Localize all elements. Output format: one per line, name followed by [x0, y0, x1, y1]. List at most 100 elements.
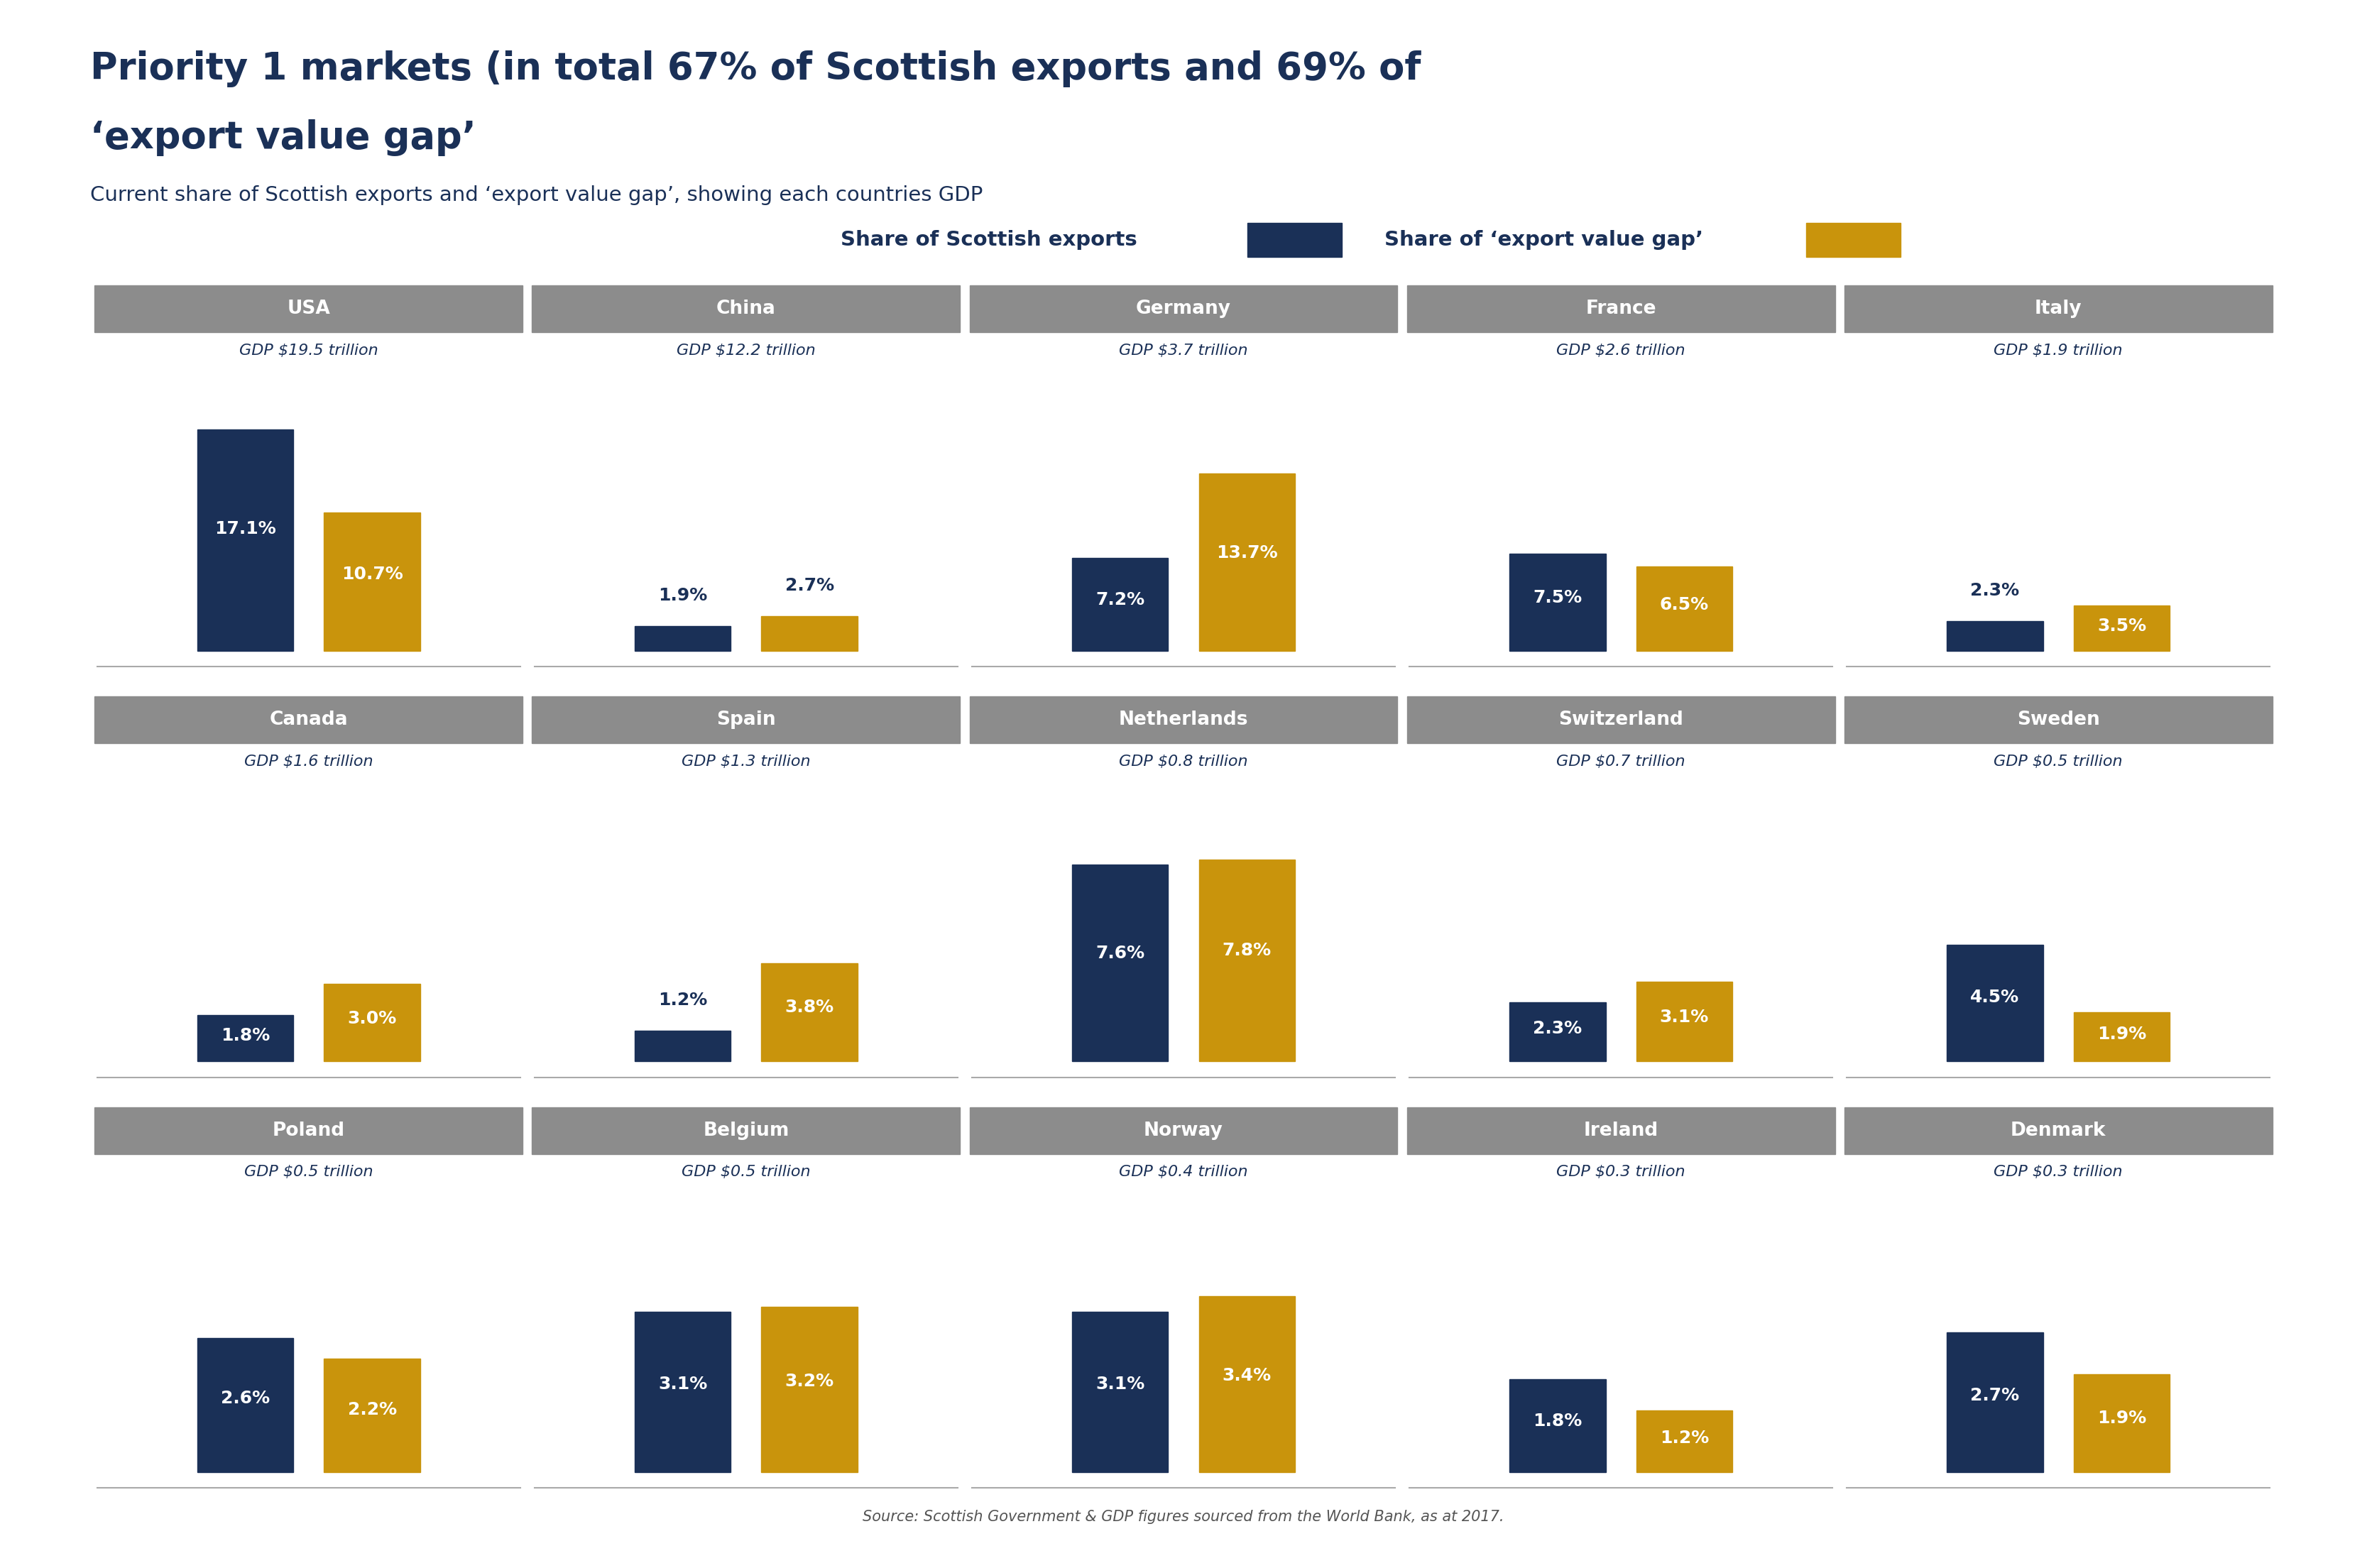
- Text: Canada: Canada: [270, 710, 348, 729]
- FancyBboxPatch shape: [1406, 696, 1834, 743]
- FancyBboxPatch shape: [634, 626, 731, 651]
- Text: 3.2%: 3.2%: [786, 1372, 833, 1389]
- FancyBboxPatch shape: [634, 1312, 731, 1472]
- Text: China: China: [717, 299, 776, 318]
- FancyBboxPatch shape: [196, 430, 294, 651]
- Text: 3.5%: 3.5%: [2097, 618, 2147, 635]
- FancyBboxPatch shape: [1198, 859, 1295, 1062]
- FancyBboxPatch shape: [1510, 554, 1605, 651]
- Text: GDP $19.5 trillion: GDP $19.5 trillion: [239, 343, 379, 358]
- FancyBboxPatch shape: [1510, 1002, 1605, 1062]
- FancyBboxPatch shape: [324, 985, 421, 1062]
- Text: GDP $1.3 trillion: GDP $1.3 trillion: [682, 754, 810, 768]
- Text: 3.0%: 3.0%: [348, 1010, 398, 1027]
- FancyBboxPatch shape: [324, 1358, 421, 1472]
- FancyBboxPatch shape: [95, 696, 523, 743]
- Text: GDP $2.6 trillion: GDP $2.6 trillion: [1557, 343, 1685, 358]
- FancyBboxPatch shape: [533, 1107, 961, 1154]
- FancyBboxPatch shape: [1636, 566, 1733, 651]
- Text: 7.2%: 7.2%: [1096, 591, 1146, 608]
- FancyBboxPatch shape: [1198, 1297, 1295, 1472]
- Text: 10.7%: 10.7%: [341, 566, 402, 583]
- Text: Belgium: Belgium: [703, 1121, 788, 1140]
- Text: GDP $0.7 trillion: GDP $0.7 trillion: [1557, 754, 1685, 768]
- Text: 7.6%: 7.6%: [1096, 946, 1146, 961]
- Text: Sweden: Sweden: [2017, 710, 2100, 729]
- Text: Norway: Norway: [1143, 1121, 1224, 1140]
- FancyBboxPatch shape: [95, 1107, 523, 1154]
- Text: 1.9%: 1.9%: [658, 586, 708, 604]
- Text: 17.1%: 17.1%: [215, 521, 277, 538]
- FancyBboxPatch shape: [762, 963, 857, 1062]
- Text: 3.1%: 3.1%: [1659, 1008, 1709, 1025]
- Text: 1.9%: 1.9%: [2097, 1025, 2147, 1043]
- FancyBboxPatch shape: [1636, 982, 1733, 1062]
- Text: 1.8%: 1.8%: [220, 1027, 270, 1044]
- FancyBboxPatch shape: [2073, 605, 2171, 651]
- FancyBboxPatch shape: [1072, 866, 1169, 1062]
- FancyBboxPatch shape: [1636, 1410, 1733, 1472]
- Text: 1.2%: 1.2%: [1659, 1430, 1709, 1447]
- Text: 2.7%: 2.7%: [1969, 1388, 2019, 1403]
- FancyBboxPatch shape: [1806, 223, 1901, 257]
- Text: GDP $0.3 trillion: GDP $0.3 trillion: [1993, 1165, 2123, 1179]
- Text: Source: Scottish Government & GDP figures sourced from the World Bank, as at 201: Source: Scottish Government & GDP figure…: [864, 1510, 1503, 1524]
- Text: Share of Scottish exports: Share of Scottish exports: [840, 230, 1136, 249]
- Text: Ireland: Ireland: [1584, 1121, 1659, 1140]
- FancyBboxPatch shape: [2073, 1374, 2171, 1472]
- FancyBboxPatch shape: [2073, 1013, 2171, 1062]
- FancyBboxPatch shape: [1844, 285, 2272, 332]
- FancyBboxPatch shape: [533, 696, 961, 743]
- Text: 2.3%: 2.3%: [1534, 1021, 1581, 1038]
- FancyBboxPatch shape: [970, 696, 1397, 743]
- Text: Switzerland: Switzerland: [1557, 710, 1683, 729]
- Text: 3.1%: 3.1%: [1096, 1375, 1146, 1392]
- FancyBboxPatch shape: [1406, 285, 1834, 332]
- FancyBboxPatch shape: [1844, 1107, 2272, 1154]
- Text: 1.8%: 1.8%: [1534, 1413, 1581, 1430]
- Text: GDP $1.9 trillion: GDP $1.9 trillion: [1993, 343, 2123, 358]
- Text: 3.4%: 3.4%: [1221, 1367, 1271, 1385]
- FancyBboxPatch shape: [762, 1306, 857, 1472]
- Text: 1.9%: 1.9%: [2097, 1410, 2147, 1427]
- Text: ‘export value gap’: ‘export value gap’: [90, 119, 476, 157]
- Text: GDP $12.2 trillion: GDP $12.2 trillion: [677, 343, 817, 358]
- Text: 2.3%: 2.3%: [1969, 582, 2019, 599]
- FancyBboxPatch shape: [196, 1014, 294, 1062]
- Text: USA: USA: [286, 299, 331, 318]
- Text: GDP $0.5 trillion: GDP $0.5 trillion: [1993, 754, 2123, 768]
- Text: 1.2%: 1.2%: [658, 991, 708, 1008]
- FancyBboxPatch shape: [1844, 696, 2272, 743]
- FancyBboxPatch shape: [1198, 474, 1295, 651]
- Text: 3.1%: 3.1%: [658, 1375, 708, 1392]
- Text: Netherlands: Netherlands: [1120, 710, 1247, 729]
- FancyBboxPatch shape: [1946, 621, 2043, 651]
- Text: 2.6%: 2.6%: [220, 1389, 270, 1406]
- Text: GDP $1.6 trillion: GDP $1.6 trillion: [244, 754, 374, 768]
- Text: 7.5%: 7.5%: [1534, 590, 1581, 605]
- FancyBboxPatch shape: [762, 616, 857, 651]
- Text: Spain: Spain: [717, 710, 776, 729]
- FancyBboxPatch shape: [970, 1107, 1397, 1154]
- Text: Priority 1 markets (in total 67% of Scottish exports and 69% of: Priority 1 markets (in total 67% of Scot…: [90, 50, 1420, 88]
- Text: Current share of Scottish exports and ‘export value gap’, showing each countries: Current share of Scottish exports and ‘e…: [90, 185, 982, 205]
- Text: Italy: Italy: [2036, 299, 2083, 318]
- FancyBboxPatch shape: [1946, 946, 2043, 1062]
- Text: France: France: [1586, 299, 1657, 318]
- FancyBboxPatch shape: [1247, 223, 1342, 257]
- FancyBboxPatch shape: [533, 285, 961, 332]
- FancyBboxPatch shape: [634, 1030, 731, 1062]
- Text: 4.5%: 4.5%: [1969, 989, 2019, 1007]
- FancyBboxPatch shape: [324, 513, 421, 651]
- FancyBboxPatch shape: [196, 1338, 294, 1472]
- Text: 3.8%: 3.8%: [786, 999, 833, 1016]
- FancyBboxPatch shape: [1072, 1312, 1169, 1472]
- FancyBboxPatch shape: [95, 285, 523, 332]
- FancyBboxPatch shape: [970, 285, 1397, 332]
- Text: 6.5%: 6.5%: [1659, 596, 1709, 613]
- Text: GDP $0.4 trillion: GDP $0.4 trillion: [1120, 1165, 1247, 1179]
- Text: GDP $0.5 trillion: GDP $0.5 trillion: [244, 1165, 374, 1179]
- Text: 7.8%: 7.8%: [1221, 942, 1271, 960]
- FancyBboxPatch shape: [1946, 1333, 2043, 1472]
- FancyBboxPatch shape: [1072, 558, 1169, 651]
